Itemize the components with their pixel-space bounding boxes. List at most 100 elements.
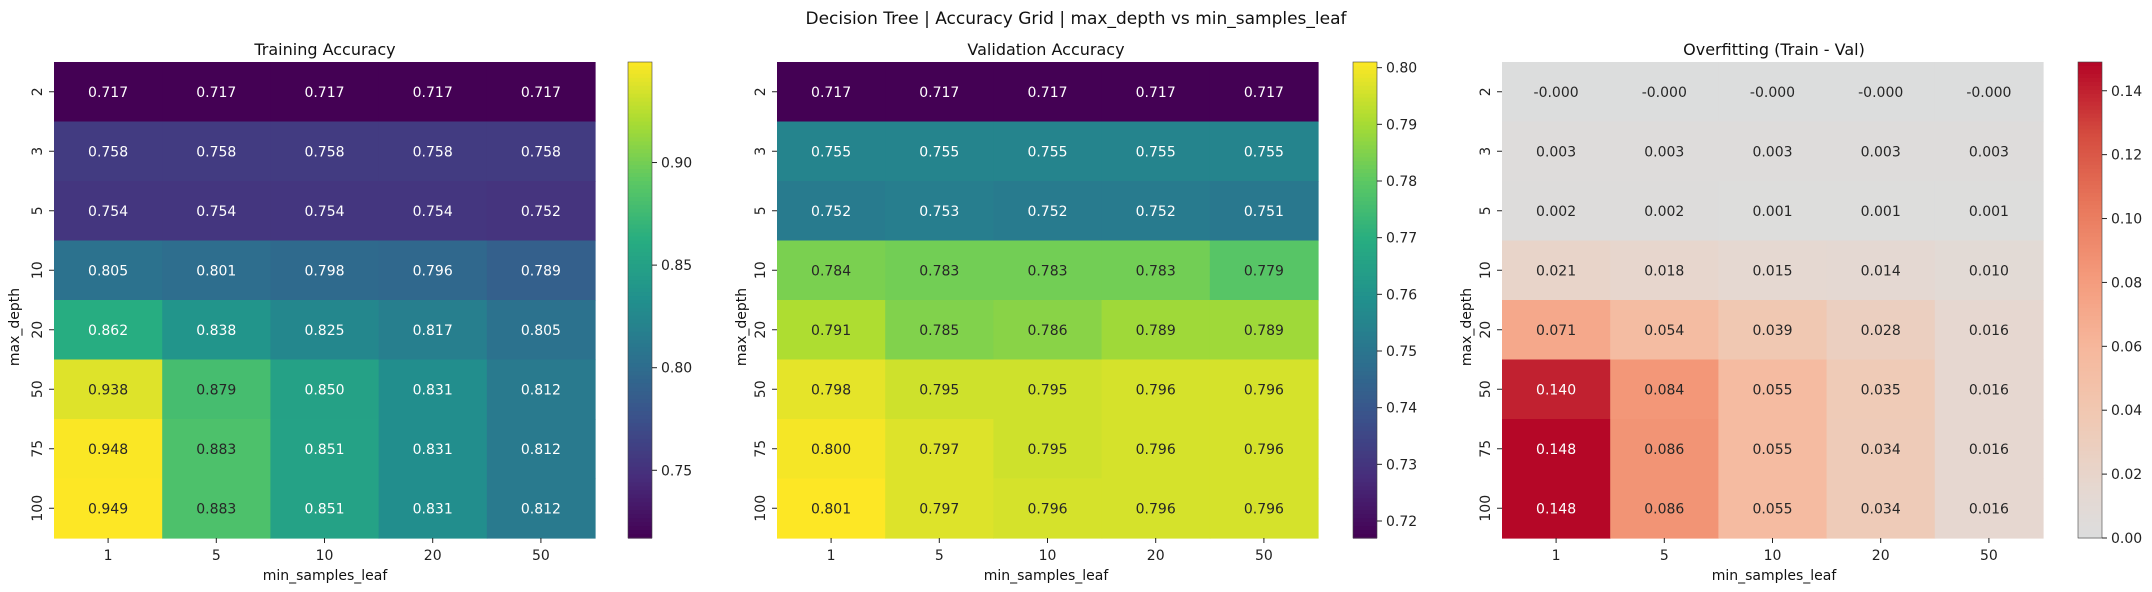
cell-value-label: 0.795	[1027, 382, 1067, 398]
heatmap-cell	[378, 240, 488, 301]
colorbar-swatch	[628, 292, 652, 297]
cell-value-label: 0.758	[521, 144, 561, 160]
cell-value-label: 0.797	[919, 501, 959, 517]
colorbar-swatch	[1353, 121, 1377, 127]
colorbar-swatch	[1353, 89, 1377, 95]
y-tick-label: 2	[30, 87, 46, 96]
cell-value-label: 0.795	[919, 382, 959, 398]
colorbar-swatch	[2078, 224, 2102, 230]
heatmap-cell	[1610, 121, 1719, 182]
colorbar-tick-label: 0.12	[2111, 148, 2142, 164]
colorbar-tick-label: 0.14	[2111, 84, 2142, 100]
colorbar-swatch	[1353, 224, 1377, 230]
cell-value-label: 0.003	[1644, 144, 1684, 160]
heatmap-cell	[1934, 240, 2044, 301]
colorbar-swatch	[2078, 422, 2102, 428]
x-tick-label: 10	[316, 548, 334, 564]
colorbar-swatch	[1353, 391, 1377, 396]
cell-value-label: 0.148	[1536, 442, 1576, 458]
colorbar-swatch	[2078, 347, 2102, 353]
colorbar-swatch	[1353, 244, 1377, 250]
colorbar-swatch	[1353, 113, 1377, 119]
colorbar-swatch	[2078, 236, 2102, 242]
colorbar-swatch	[2078, 276, 2102, 281]
colorbar-swatch	[1353, 303, 1377, 309]
cell-value-label: 0.016	[1969, 442, 2009, 458]
colorbar-swatch	[628, 192, 652, 198]
colorbar-swatch	[1353, 256, 1377, 261]
colorbar-swatch	[1353, 145, 1377, 150]
y-tick-label: 5	[753, 206, 769, 215]
colorbar-swatch	[628, 69, 652, 75]
cell-value-label: 0.850	[304, 382, 344, 398]
colorbar-swatch	[2078, 502, 2102, 507]
colorbar-swatch	[1353, 422, 1377, 428]
cell-value-label: 0.758	[304, 144, 344, 160]
colorbar-swatch	[628, 426, 652, 432]
cell-value-label: 0.003	[1861, 144, 1901, 160]
colorbar-swatch	[628, 165, 652, 170]
cell-value-label: 0.717	[413, 85, 453, 101]
colorbar-swatch	[2078, 395, 2102, 400]
cell-value-label: 0.783	[1027, 263, 1067, 279]
cell-value-label: 0.717	[521, 85, 561, 101]
cell-value-label: 0.831	[413, 442, 453, 458]
colorbar-swatch	[2078, 311, 2102, 317]
cell-value-label: 0.798	[304, 263, 344, 279]
cell-value-label: 0.054	[1644, 323, 1684, 339]
colorbar-swatch	[2078, 379, 2102, 384]
colorbar-swatch	[2078, 161, 2102, 166]
colorbar-swatch	[2078, 315, 2102, 321]
colorbar-swatch	[628, 85, 652, 91]
heatmap-cell	[1502, 121, 1611, 182]
colorbar-swatch	[628, 93, 652, 99]
colorbar-swatch	[2078, 407, 2102, 412]
x-axis-label: min_samples_leaf	[984, 568, 1110, 584]
cell-value-label: 0.796	[413, 263, 453, 279]
cell-value-label: 0.021	[1536, 263, 1576, 279]
cell-value-label: 0.883	[196, 442, 236, 458]
colorbar-swatch	[1353, 161, 1377, 166]
colorbar-swatch	[1353, 506, 1377, 511]
colorbar-swatch	[2078, 232, 2102, 238]
colorbar-swatch	[2078, 359, 2102, 365]
x-axis-label: min_samples_leaf	[263, 568, 389, 584]
heatmap-cell	[162, 300, 271, 361]
colorbar-swatch	[2078, 62, 2102, 67]
colorbar-tick-label: 0.90	[661, 156, 692, 172]
colorbar-swatch	[628, 466, 652, 472]
colorbar-swatch	[628, 407, 652, 412]
colorbar-swatch	[1353, 272, 1377, 277]
cell-value-label: 0.883	[196, 501, 236, 517]
colorbar-swatch	[1353, 534, 1377, 539]
colorbar-swatch	[628, 399, 652, 404]
colorbar-swatch	[2078, 391, 2102, 396]
colorbar-swatch	[628, 244, 652, 250]
colorbar-swatch	[1353, 228, 1377, 234]
colorbar-swatch	[2078, 534, 2102, 539]
colorbar-swatch	[1353, 359, 1377, 365]
cell-value-label: 0.796	[1136, 382, 1176, 398]
heatmap-cell	[1826, 62, 1936, 123]
colorbar-tick-label: 0.73	[1386, 457, 1417, 473]
x-ticks: 1 5 10 20 50	[1552, 538, 1998, 564]
colorbar-swatch	[2078, 208, 2102, 214]
colorbar-swatch	[2078, 196, 2102, 202]
cell-value-label: -0.000	[1750, 85, 1795, 101]
colorbar-swatch	[2078, 355, 2102, 361]
heatmap-cell	[486, 240, 596, 301]
colorbar-swatch	[628, 307, 652, 313]
heatmap-cell	[270, 62, 380, 123]
colorbar-swatch	[1353, 462, 1377, 468]
heatmap-cell	[270, 478, 380, 539]
heatmap-cell	[270, 359, 380, 420]
cell-value-label: -0.000	[1966, 85, 2011, 101]
cell-value-label: 0.786	[1027, 323, 1067, 339]
colorbar-swatch	[1353, 474, 1377, 480]
cell-value-label: -0.000	[1534, 85, 1579, 101]
colorbar-swatch	[2078, 244, 2102, 250]
colorbar-swatch	[1353, 379, 1377, 384]
heatmap-cell	[378, 62, 488, 123]
y-axis-label: max_depth	[1459, 288, 1475, 366]
colorbar-swatch	[628, 526, 652, 531]
